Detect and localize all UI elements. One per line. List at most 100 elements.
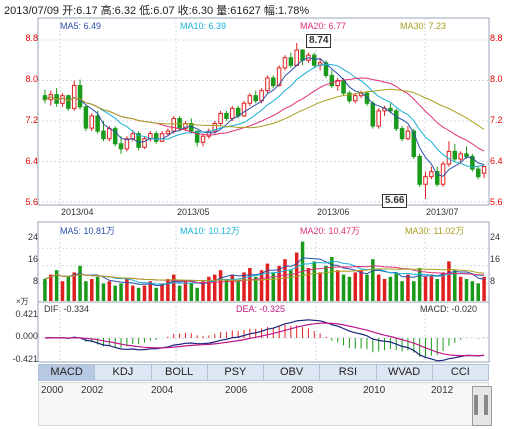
candle-body	[118, 143, 124, 150]
volume-bar	[388, 276, 393, 301]
volume-bar	[382, 279, 387, 301]
volume-bar	[224, 279, 229, 301]
year-label: 2010	[363, 385, 386, 396]
candle-body	[335, 80, 340, 87]
volume-bar	[417, 268, 422, 301]
tab-boll[interactable]: BOLL	[152, 365, 208, 380]
year-label: 2008	[291, 385, 314, 396]
candle-body	[107, 128, 112, 140]
tab-wvad[interactable]: WVAD	[377, 365, 433, 380]
year-label: 2004	[151, 385, 174, 396]
vol-ma5-line	[44, 257, 485, 287]
candle-body	[399, 128, 405, 140]
timeline-scrollbar[interactable]: 2000 2002 2004 2006 2008 2010 2012	[38, 382, 489, 426]
candle-body	[288, 57, 294, 66]
candle-body	[171, 117, 177, 132]
year-label: 2000	[41, 385, 64, 396]
volume-bar	[400, 281, 404, 301]
volume-bar	[160, 283, 164, 301]
drag-grip-left[interactable]	[474, 395, 478, 415]
candle-body	[224, 112, 229, 119]
volume-bar	[283, 259, 287, 301]
candle-body	[423, 176, 428, 185]
candle-body	[77, 85, 83, 108]
volume-bar	[107, 281, 112, 301]
candle-body	[83, 106, 89, 129]
candle-body	[370, 102, 376, 127]
volume-bar	[347, 276, 352, 301]
candle-body	[241, 102, 247, 117]
high-callout: 8.74	[306, 34, 332, 48]
candle-body	[417, 155, 422, 185]
candle-body	[89, 115, 95, 129]
candle-body	[60, 95, 65, 104]
candle-body	[405, 130, 411, 140]
volume-bar	[60, 281, 65, 301]
candle-body	[464, 153, 469, 157]
volume-bar	[365, 274, 369, 301]
volume-bar	[359, 270, 363, 301]
tab-obv[interactable]: OBV	[264, 365, 321, 380]
volume-bar	[207, 276, 211, 301]
candle-body	[101, 130, 106, 140]
vol-y-tick-right: 24	[490, 232, 501, 242]
candle-body	[95, 115, 100, 132]
x-tick-label: 2013/06	[317, 207, 350, 217]
volume-bar	[212, 274, 217, 301]
candle-body	[458, 153, 463, 160]
tab-kdj[interactable]: KDJ	[95, 365, 152, 380]
vol-y-tick-left: 16	[27, 254, 38, 264]
candle-body	[159, 133, 165, 142]
ma20-label: MA20: 6.77	[300, 21, 347, 31]
macd-y-tick: -0.421	[12, 354, 38, 364]
price-y-tick-right: 6.4	[490, 156, 503, 166]
volume-bar	[464, 279, 469, 301]
volume-bar	[125, 279, 129, 301]
volume-bar	[66, 276, 71, 301]
x-tick-label: 2013/05	[177, 207, 210, 217]
candle-body	[112, 128, 118, 145]
ma5-line	[44, 57, 485, 177]
volume-bar	[171, 274, 176, 301]
tab-macd[interactable]: MACD	[39, 365, 96, 380]
volume-bar	[230, 274, 235, 301]
candle-body	[388, 107, 393, 112]
volume-bar	[406, 274, 410, 301]
quote-header: 2013/07/09 开:6.17 高:6.32 低:6.07 收:6.30 量…	[4, 5, 310, 17]
tab-psy[interactable]: PSY	[208, 365, 264, 380]
volume-bar	[458, 276, 463, 301]
candle-body	[312, 54, 317, 66]
volume-bar	[318, 272, 322, 301]
candle-body	[364, 92, 370, 104]
candle-body	[470, 155, 475, 170]
volume-bar	[201, 281, 205, 301]
candle-body	[294, 49, 299, 66]
tab-rsi[interactable]: RSI	[320, 365, 377, 380]
drag-grip-right[interactable]	[484, 395, 488, 415]
tab-cci[interactable]: CCI	[450, 366, 470, 378]
candle-body	[265, 77, 270, 92]
ma5-label: MA5: 6.49	[60, 21, 102, 31]
volume-bar	[43, 279, 47, 301]
candle-body	[481, 166, 487, 174]
ma10-label: MA10: 6.39	[180, 21, 227, 31]
macd-y-tick: 0.000	[15, 331, 38, 341]
vol-y-tick-right: 16	[490, 254, 501, 264]
candle-body	[341, 80, 346, 94]
macd-y-tick: 0.421	[15, 309, 38, 319]
candle-body	[194, 130, 200, 143]
candle-body	[71, 85, 77, 109]
vol-ma20-label: MA20: 10.47万	[300, 226, 361, 236]
price-y-tick-right: 7.2	[490, 115, 503, 125]
price-ma-legend: MA5: 6.49 MA10: 6.39 MA20: 6.77 MA30: 7.…	[38, 18, 489, 32]
volume-bar	[195, 287, 199, 301]
price-panel-frame	[37, 17, 490, 206]
candle-body	[124, 138, 130, 150]
volume-bar	[265, 263, 270, 301]
dif-line	[44, 319, 485, 362]
candle-body	[212, 123, 217, 132]
volume-bar	[90, 279, 94, 301]
candle-body	[376, 110, 381, 127]
volume-bar	[324, 265, 328, 301]
volume-bar	[289, 270, 293, 301]
